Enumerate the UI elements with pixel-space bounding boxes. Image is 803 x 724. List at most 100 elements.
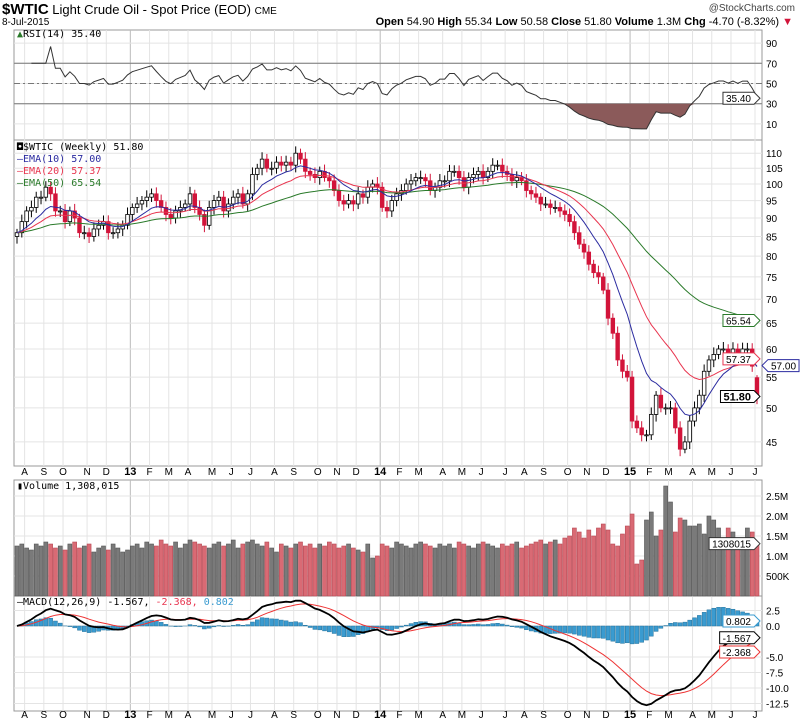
macd-histogram-bar [211,625,217,628]
candle-body [677,427,683,450]
x-tick-label: D [602,467,609,478]
open-label: Open [375,16,404,28]
volume-bar [653,535,659,597]
macd-histogram-bar [264,617,270,627]
candle-body [327,177,332,182]
candle-body [182,203,188,208]
candle-body [29,207,34,212]
candle-body [620,359,625,372]
volume-bar [48,543,53,597]
candle-body [557,207,563,212]
macd-histogram-bar [476,623,481,627]
price-tick-label: 60 [766,345,778,356]
volume-bar [235,547,241,597]
macd-histogram-bar [250,621,255,627]
candle-body [130,207,135,215]
candle-body [43,186,49,198]
title: $WTIC Light Crude Oil - Spot Price (EOD)… [2,1,277,18]
macd-tick-label: -12.5 [766,700,789,711]
macd-histogram-bar [490,623,495,627]
candle-body [404,183,409,191]
candle-body [283,161,289,166]
rsi-icon: ▲ [17,29,24,40]
x-tick-label: M [664,467,672,478]
x-tick-label: M [165,467,173,478]
x-tick-label: J [753,710,758,721]
candle-body [72,210,77,219]
x-tick-label: M [165,710,173,721]
macd-histogram-bar [67,625,73,627]
volume-bar [562,537,568,597]
volume-bar [303,545,308,597]
macd-histogram-bar [610,625,616,642]
macd-histogram-bar [524,625,529,630]
candle-body [601,276,606,291]
candle-body [158,200,164,208]
volume-bar [192,541,198,597]
volume-bar [572,527,577,597]
ema50-line [16,182,758,323]
volume-bar [110,543,116,597]
bar-icon: ▮ [17,481,24,492]
macd-histogram-bar [43,617,49,627]
macd-histogram-bar [312,625,318,630]
ema10-line [16,165,758,417]
candle-body [24,210,29,223]
candle-body [591,263,596,274]
x-tick-label: A [185,710,192,721]
candle-body [634,420,640,429]
volume-bar [591,535,596,597]
close-value: 51.80 [584,16,612,28]
candle-body [495,164,500,167]
candle-body [485,170,491,179]
x-tick-label: A [271,467,278,478]
volume-tick-label: 500K [766,572,790,583]
macd-histogram-bar [625,625,630,644]
volume-bar [528,543,534,597]
candle-body [394,193,399,201]
candle-body [471,174,476,179]
volume-bar [519,547,524,597]
rsi-legend-text: RSI(14) 35.40 [23,29,102,40]
candle-body [476,170,481,175]
candle-body [538,196,543,205]
ema20-legend: —EMA(20) 57.37 [17,166,102,177]
candle-body [509,174,515,182]
macd-histogram-bar [677,622,683,627]
volume-bar [605,529,611,597]
macd-signal-value-tag-box [719,645,761,659]
volume-value: 1.3M [656,16,682,28]
macd-histogram-bar [629,625,635,645]
exchange: CME [254,6,277,17]
candle-body [649,414,654,436]
volume-value-tag: 1308015 [712,540,751,551]
volume-bar [423,543,428,597]
x-tick-label: N [583,467,590,478]
x-tick-label: N [333,710,340,721]
volume-bar [514,541,520,597]
macd-histogram-bar [240,625,246,627]
candle-body [231,196,236,205]
volume-bar [629,513,635,597]
candle-body [701,370,707,396]
macd-histogram-bar [509,625,515,627]
macd-histogram-bar [283,620,289,627]
macd-tick-label: 0.0 [766,622,780,633]
x-tick-label: F [646,467,652,478]
volume-bar [697,523,702,597]
volume-bar [745,527,750,597]
candle-body [577,232,582,245]
macd-histogram-bar [149,619,154,627]
volume-bar [437,543,443,597]
macd-histogram-bar [649,625,654,637]
candle-body [86,232,92,237]
candle-body [389,200,395,212]
macd-hist-value: 0.802 [203,597,234,608]
volume-bar [480,541,486,597]
volume-bar [14,545,20,597]
macd-histogram-bar [697,615,702,627]
candle-body [567,214,572,223]
macd-histogram-bar [682,621,688,627]
volume-bar [163,543,169,597]
volume-bar [53,547,58,597]
